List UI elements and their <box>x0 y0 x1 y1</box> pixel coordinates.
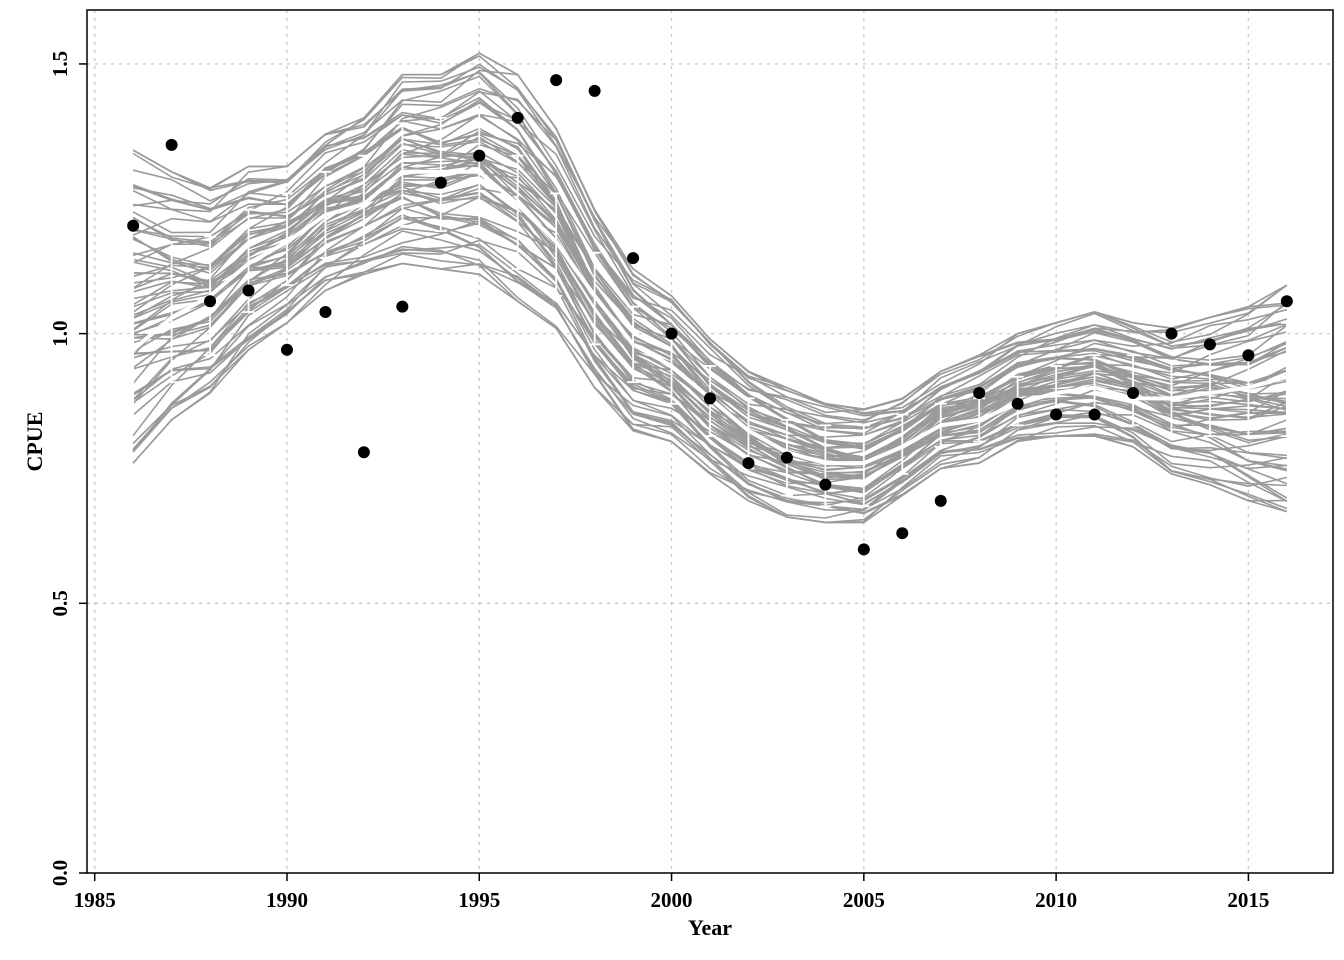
observed-point <box>1011 397 1024 410</box>
observed-point <box>588 84 601 97</box>
simulation-line <box>132 230 1288 512</box>
observed-point <box>1280 295 1293 308</box>
y-axis-title: CPUE <box>22 412 47 472</box>
y-tick-label: 1.5 <box>48 51 72 77</box>
observed-point <box>473 149 486 162</box>
x-tick-label: 1990 <box>266 888 308 912</box>
observed-point <box>742 457 755 470</box>
x-axis-title: Year <box>688 915 732 940</box>
axes: 1985 1990 1995 2000 2005 2010 2015 0.0 0.5 1.0 1.5 <box>48 51 1269 912</box>
observed-point <box>1203 338 1216 351</box>
observed-point <box>857 543 870 556</box>
x-tick-label: 1985 <box>74 888 116 912</box>
observed-point <box>511 111 524 124</box>
observed-point <box>665 327 678 340</box>
x-tick-label: 2015 <box>1227 888 1269 912</box>
observed-points <box>127 74 1293 556</box>
simulation-line <box>132 126 1288 450</box>
simulation-envelope-line <box>132 262 1288 524</box>
observed-point <box>1050 408 1063 421</box>
observed-point <box>319 306 332 319</box>
observed-point <box>1242 349 1255 362</box>
observed-point <box>357 446 370 459</box>
observed-point <box>780 451 793 464</box>
observed-point <box>434 176 447 189</box>
error-bars <box>127 111 1293 508</box>
observed-point <box>704 392 716 405</box>
simulation-envelope-line <box>132 52 1288 410</box>
plot-frame <box>86 9 1334 874</box>
observed-point <box>1127 386 1140 399</box>
simulation-lines <box>132 52 1288 524</box>
y-tick-label: 0.0 <box>48 860 72 886</box>
observed-point <box>550 74 563 87</box>
x-tick-label: 2010 <box>1035 888 1077 912</box>
grid-layer <box>87 10 1333 874</box>
observed-point <box>934 494 947 507</box>
observed-point <box>627 252 640 265</box>
observed-point <box>896 527 909 540</box>
observed-point <box>1088 408 1101 421</box>
x-tick-label: 2005 <box>843 888 885 912</box>
simulation-line <box>132 55 1288 411</box>
observed-point <box>819 478 832 491</box>
x-tick-label: 2000 <box>651 888 693 912</box>
y-tick-label: 1.0 <box>48 321 72 347</box>
observed-point <box>204 295 217 308</box>
observed-point <box>973 386 986 399</box>
observed-point <box>1165 327 1178 340</box>
x-tick-label: 1995 <box>458 888 500 912</box>
observed-point <box>127 219 140 232</box>
simulation-line <box>132 71 1288 417</box>
observed-point <box>242 284 255 297</box>
observed-point <box>280 343 293 356</box>
observed-point <box>396 300 409 313</box>
observed-point <box>165 138 178 151</box>
y-tick-label: 0.5 <box>48 590 72 616</box>
